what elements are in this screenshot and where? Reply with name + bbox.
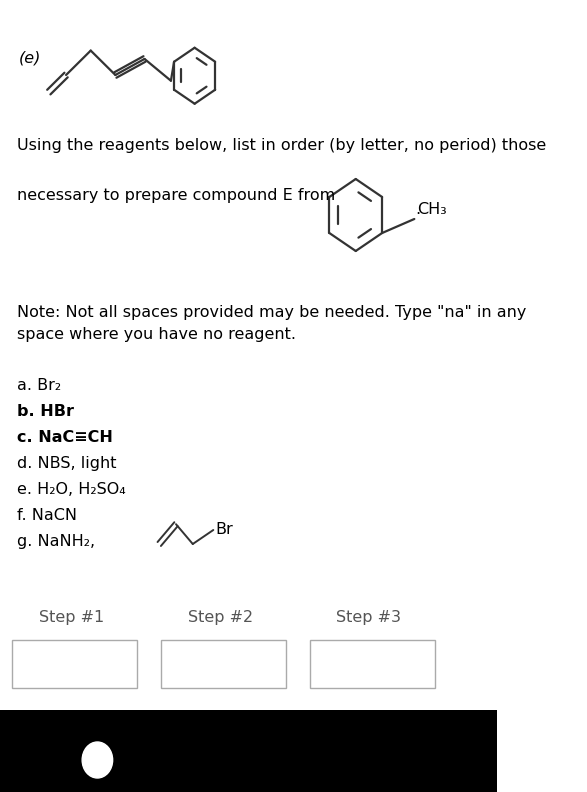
FancyBboxPatch shape <box>161 640 286 688</box>
Bar <box>0 710 497 792</box>
Text: Br: Br <box>216 521 234 536</box>
Text: Using the reagents below, list in order (by letter, no period) those: Using the reagents below, list in order … <box>17 138 546 153</box>
Text: CH₃: CH₃ <box>417 202 447 217</box>
Text: a. Br₂: a. Br₂ <box>17 378 61 393</box>
Text: b. HBr: b. HBr <box>17 404 74 419</box>
Text: f. NaCN: f. NaCN <box>17 508 77 523</box>
Text: d. NBS, light: d. NBS, light <box>17 456 116 471</box>
FancyBboxPatch shape <box>310 640 436 688</box>
Circle shape <box>82 742 113 778</box>
FancyBboxPatch shape <box>12 640 137 688</box>
Text: Step #2: Step #2 <box>188 610 253 625</box>
Text: g. NaNH₂,: g. NaNH₂, <box>17 534 95 549</box>
Text: e. H₂O, H₂SO₄: e. H₂O, H₂SO₄ <box>17 482 126 497</box>
Text: c. NaC≡CH: c. NaC≡CH <box>17 430 113 445</box>
Text: .: . <box>415 202 420 217</box>
Text: necessary to prepare compound E from: necessary to prepare compound E from <box>17 188 335 203</box>
Text: Note: Not all spaces provided may be needed. Type "na" in any
space where you ha: Note: Not all spaces provided may be nee… <box>17 305 527 342</box>
Text: Step #1: Step #1 <box>39 610 104 625</box>
Text: (e): (e) <box>19 51 41 66</box>
Text: Step #3: Step #3 <box>336 610 401 625</box>
